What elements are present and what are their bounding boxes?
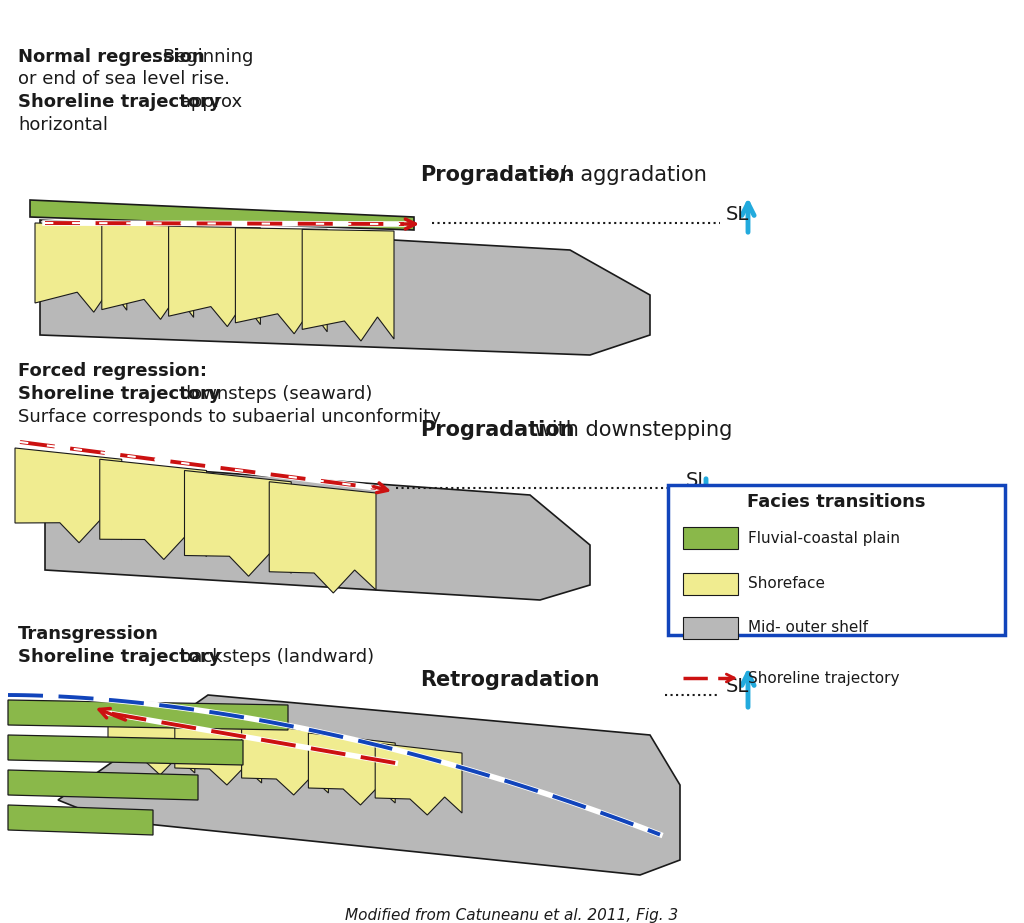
Text: Surface corresponds to subaerial unconformity: Surface corresponds to subaerial unconfo… [18, 408, 441, 426]
Polygon shape [58, 695, 680, 875]
Text: Transgression: Transgression [18, 625, 159, 643]
Polygon shape [242, 723, 329, 795]
Text: SL: SL [726, 677, 750, 697]
Polygon shape [8, 735, 243, 765]
Polygon shape [30, 200, 414, 230]
Text: Fluvial-coastal plain: Fluvial-coastal plain [748, 531, 900, 545]
Text: horizontal: horizontal [18, 116, 108, 134]
Text: Shoreline trajectory: Shoreline trajectory [18, 648, 220, 666]
Text: Shoreface: Shoreface [748, 577, 825, 592]
Text: or end of sea level rise.: or end of sea level rise. [18, 70, 230, 88]
Text: : Beginning: : Beginning [151, 48, 253, 66]
Text: with downstepping: with downstepping [528, 420, 732, 440]
Polygon shape [375, 743, 462, 815]
Polygon shape [184, 471, 291, 576]
Polygon shape [269, 482, 376, 593]
Text: Retrogradation: Retrogradation [420, 670, 599, 690]
Text: downsteps (seaward): downsteps (seaward) [174, 385, 373, 403]
Text: Facies transitions: Facies transitions [746, 493, 926, 511]
Text: Normal regression: Normal regression [18, 48, 205, 66]
Text: backsteps (landward): backsteps (landward) [174, 648, 374, 666]
Text: Forced regression:: Forced regression: [18, 362, 207, 380]
Text: Mid- outer shelf: Mid- outer shelf [748, 620, 868, 636]
Text: Progradation: Progradation [420, 420, 574, 440]
Polygon shape [8, 770, 198, 800]
Text: Progradation: Progradation [420, 165, 574, 185]
Text: :: : [120, 625, 126, 643]
Polygon shape [99, 460, 207, 559]
Polygon shape [8, 805, 153, 835]
Text: : +/- aggradation: : +/- aggradation [528, 165, 707, 185]
Polygon shape [15, 448, 122, 543]
Polygon shape [8, 700, 288, 730]
Polygon shape [108, 703, 195, 775]
Text: Modified from Catuneanu et al. 2011, Fig. 3: Modified from Catuneanu et al. 2011, Fig… [345, 908, 679, 923]
Polygon shape [683, 527, 738, 549]
Polygon shape [308, 733, 395, 805]
Text: SL: SL [686, 471, 710, 489]
Text: Shoreline trajectory: Shoreline trajectory [18, 385, 220, 403]
Text: approx: approx [174, 93, 242, 111]
Polygon shape [683, 573, 738, 595]
Polygon shape [169, 226, 260, 327]
Polygon shape [40, 220, 650, 355]
Polygon shape [45, 460, 590, 600]
Polygon shape [683, 617, 738, 639]
Text: Shoreline trajectory: Shoreline trajectory [18, 93, 220, 111]
Polygon shape [668, 485, 1005, 635]
Polygon shape [35, 223, 127, 312]
Polygon shape [175, 713, 261, 785]
Polygon shape [101, 224, 194, 319]
Polygon shape [302, 230, 394, 341]
Text: Shoreline trajectory: Shoreline trajectory [748, 670, 899, 686]
Text: SL: SL [726, 206, 750, 224]
Polygon shape [236, 228, 328, 334]
